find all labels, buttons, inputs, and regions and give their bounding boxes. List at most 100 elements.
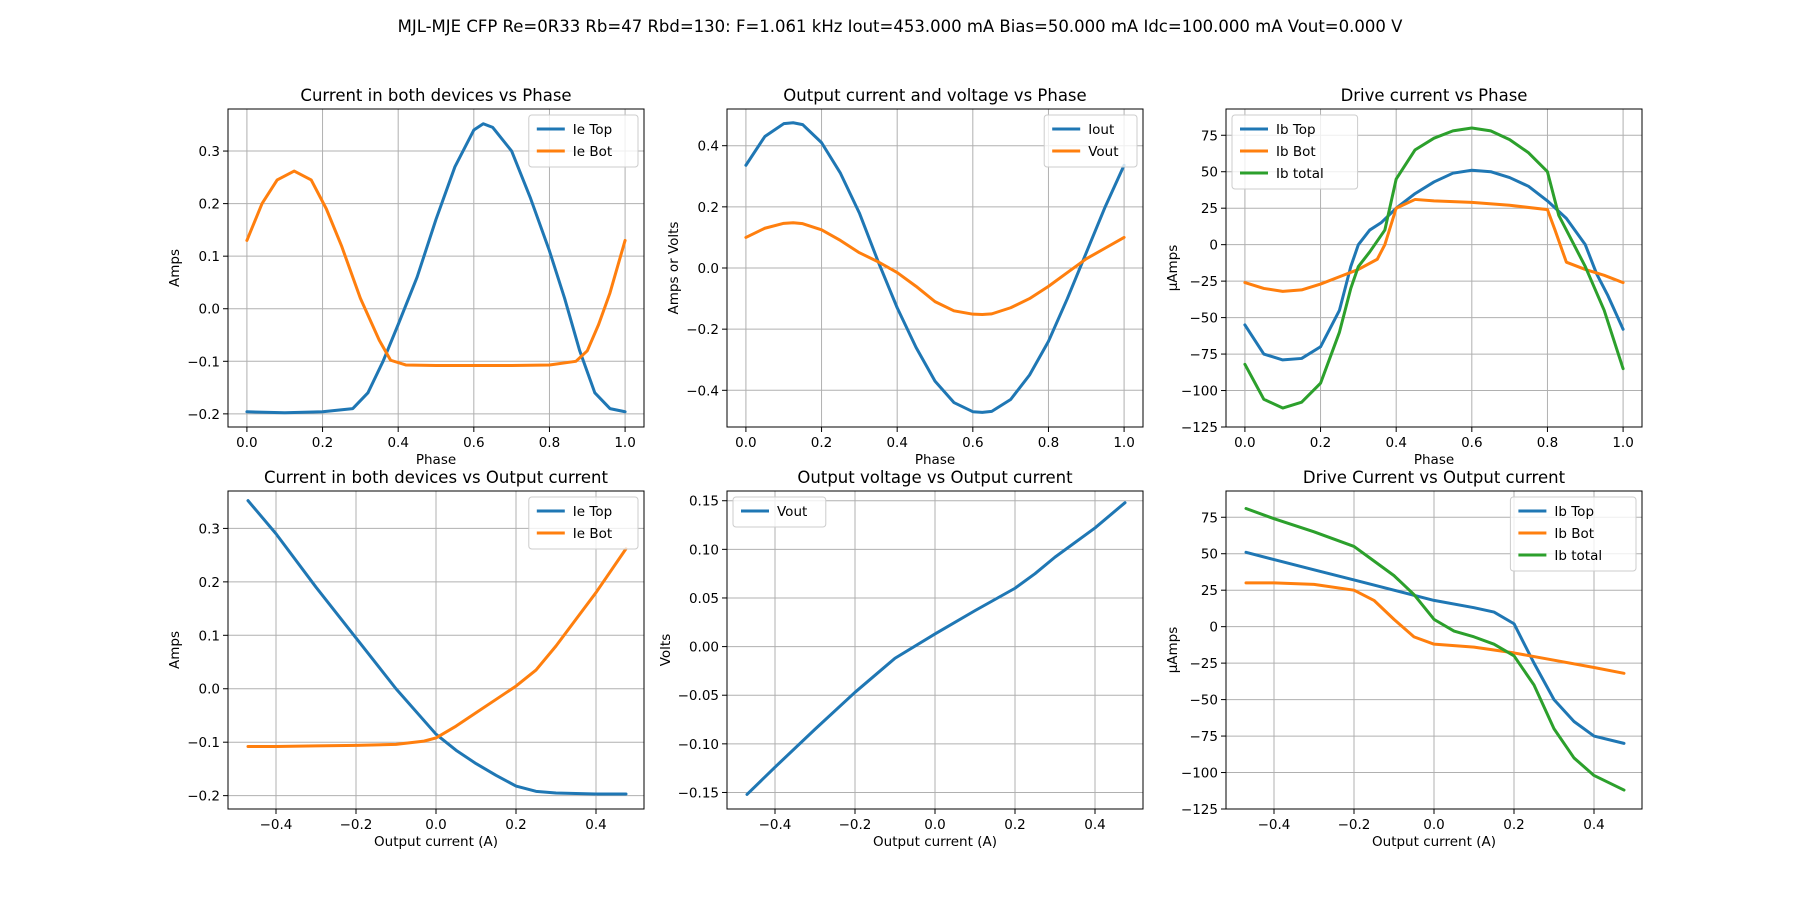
x-tick-label: −0.2 [1338, 817, 1371, 833]
subplot-grid: 0.0 0.2 0.4 0.6 0.8 1.0 −0.2 −0.1 0.0 0.1 0.2 0.3 Cu… [167, 86, 1643, 850]
y-axis-label: Amps [167, 249, 183, 287]
x-axis-label: Phase [1414, 452, 1454, 468]
y-tick-label: 0.0 [199, 682, 220, 698]
y-tick-label: −50 [1190, 693, 1219, 709]
x-tick-label: 0.4 [1385, 435, 1406, 451]
y-tick-label: 0.1 [199, 628, 220, 644]
series-line-vout [745, 501, 1127, 796]
x-tick-label: 0.2 [505, 817, 526, 833]
series-line-ie-top [246, 499, 628, 796]
y-tick-label: 0.0 [199, 302, 220, 318]
plot-area [744, 121, 1126, 414]
series-line-ib-top [1243, 168, 1625, 362]
plot-area [245, 122, 627, 415]
x-tick-label: 0.0 [236, 435, 257, 451]
y-tick-label: 0.15 [689, 494, 719, 510]
y-axis-label: Amps or Volts [666, 222, 682, 315]
x-axis-label: Output current (A) [873, 834, 997, 850]
x-tick-label: −0.4 [1258, 817, 1291, 833]
subplot-title: Current in both devices vs Output curren… [264, 468, 609, 487]
x-tick-label: 1.0 [1612, 435, 1633, 451]
y-tick-label: 0.0 [698, 261, 719, 277]
subplot-6: −0.4 −0.2 0.0 0.2 0.4 −125 −100 −75 −50 −25 0 25 50 7… [1165, 468, 1643, 850]
y-tick-label: 75 [1201, 128, 1218, 144]
x-tick-label: 0.2 [1503, 817, 1524, 833]
y-tick-label: 0.4 [698, 139, 719, 155]
x-tick-label: 0.0 [735, 435, 756, 451]
x-tick-label: 0.2 [1004, 817, 1025, 833]
legend: Ib Top Ib Bot Ib total [1509, 496, 1637, 572]
x-tick-label: −0.4 [260, 817, 293, 833]
plot-area [1244, 507, 1626, 792]
y-tick-label: −0.10 [678, 737, 719, 753]
axes-frame [1225, 108, 1643, 428]
x-tick-label: −0.2 [839, 817, 872, 833]
legend-label: Ib total [1276, 166, 1324, 182]
series-line-ie-top [245, 122, 627, 415]
y-tick-label: 0.3 [199, 521, 220, 537]
y-axis-label: Volts [658, 634, 674, 667]
subplot-title: Drive current vs Phase [1341, 86, 1528, 105]
y-tick-label: −0.2 [187, 789, 220, 805]
x-tick-label: 0.8 [539, 435, 560, 451]
x-axis-label: Output current (A) [374, 834, 498, 850]
y-tick-label: 50 [1201, 547, 1218, 563]
series-line-ie-bot [246, 547, 628, 748]
y-tick-label: −100 [1181, 384, 1218, 400]
y-tick-label: 0.2 [698, 200, 719, 216]
series-line-vout [744, 221, 1126, 316]
series-line-ib-total [1244, 507, 1626, 792]
y-tick-label: −25 [1190, 656, 1219, 672]
y-tick-label: 0.2 [199, 575, 220, 591]
x-tick-label: 0.4 [1583, 817, 1604, 833]
plot-area [745, 501, 1127, 796]
x-axis-label: Phase [915, 452, 955, 468]
legend-label: Ib total [1554, 548, 1602, 564]
legend-label: Ie Top [573, 504, 612, 520]
x-tick-label: 1.0 [614, 435, 635, 451]
plot-area [1243, 126, 1625, 410]
y-tick-label: 25 [1201, 201, 1218, 217]
x-tick-label: 0.6 [962, 435, 983, 451]
legend-label: Ib Bot [1554, 526, 1594, 542]
y-tick-label: 0.3 [199, 144, 220, 160]
axes-frame [227, 108, 645, 428]
y-tick-label: −0.4 [686, 383, 719, 399]
subplot-title: Output voltage vs Output current [797, 468, 1073, 487]
y-tick-label: −100 [1181, 766, 1218, 782]
y-tick-label: −50 [1190, 311, 1219, 327]
x-tick-label: 0.2 [811, 435, 832, 451]
legend-label: Ie Bot [573, 144, 612, 160]
x-tick-label: 0.6 [1461, 435, 1482, 451]
series-line-ib-bot [1243, 197, 1625, 293]
subplot-5: −0.4 −0.2 0.0 0.2 0.4 −0.15 −0.10 −0.05 0.00 0.05… [658, 468, 1144, 850]
x-tick-label: −0.4 [759, 817, 792, 833]
legend-box [1509, 496, 1637, 572]
x-tick-label: 0.8 [1537, 435, 1558, 451]
x-tick-label: −0.2 [340, 817, 373, 833]
y-tick-label: −25 [1190, 274, 1219, 290]
y-tick-label: −0.1 [187, 735, 220, 751]
legend-label: Ib Top [1554, 504, 1594, 520]
series-line-ie-bot [245, 169, 627, 367]
y-tick-label: −0.2 [187, 407, 220, 423]
legend-box [732, 496, 827, 528]
y-tick-label: 50 [1201, 165, 1218, 181]
figure-suptitle: MJL-MJE CFP Re=0R33 Rb=47 Rbd=130: F=1.0… [398, 17, 1404, 36]
subplot-title: Output current and voltage vs Phase [783, 86, 1086, 105]
plot-area [246, 499, 628, 796]
x-tick-label: 0.2 [1310, 435, 1331, 451]
y-tick-label: −0.15 [678, 785, 719, 801]
legend-label: Ie Bot [573, 526, 612, 542]
y-axis-label: µAmps [1165, 627, 1181, 674]
y-tick-label: 75 [1201, 510, 1218, 526]
subplot-title: Current in both devices vs Phase [300, 86, 571, 105]
subplot-2: 0.0 0.2 0.4 0.6 0.8 1.0 −0.4 −0.2 0.0 0.2 0.4 Outpu… [666, 86, 1144, 468]
x-tick-label: 0.8 [1038, 435, 1059, 451]
x-axis-label: Phase [416, 452, 456, 468]
x-tick-label: 0.0 [425, 817, 446, 833]
subplot-3: 0.0 0.2 0.4 0.6 0.8 1.0 −125 −100 −75 −50 −25 0 25 50… [1165, 86, 1643, 468]
legend-label: Vout [777, 504, 807, 520]
